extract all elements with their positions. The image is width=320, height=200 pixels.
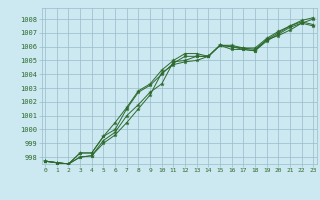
Text: Graphe pression niveau de la mer (hPa): Graphe pression niveau de la mer (hPa) — [65, 184, 255, 193]
